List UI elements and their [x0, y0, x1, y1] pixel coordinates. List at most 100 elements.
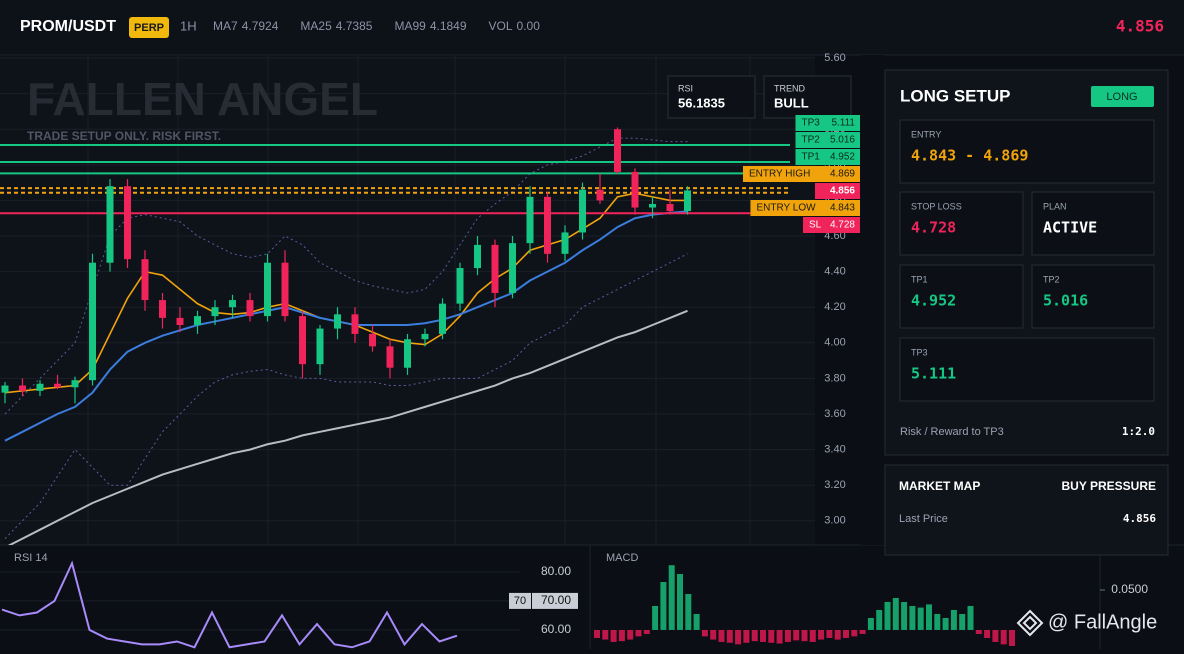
risk-label: Risk / Reward to TP3 [900, 426, 1004, 438]
panel-title: LONG SETUP [900, 86, 1011, 105]
candle-body [526, 196, 534, 244]
badge [1091, 86, 1154, 107]
macd-bar [618, 629, 625, 642]
candle-body [649, 203, 656, 208]
macd-bar [643, 629, 650, 634]
macd-bar [710, 629, 717, 640]
level-value: 5.016 [830, 135, 855, 146]
rsi-title: RSI 14 [14, 552, 48, 564]
candle-body [439, 303, 446, 334]
indicator-label: VOL [489, 19, 513, 33]
card-value: ACTIVE [1043, 219, 1097, 237]
macd-bar [726, 629, 733, 643]
card-value: 5.016 [1043, 292, 1088, 310]
y-tick-label: 3.80 [824, 372, 845, 384]
y-tick-label: 3.00 [824, 515, 845, 527]
macd-bar [892, 597, 899, 630]
vertical-grid [87, 56, 751, 545]
level-tag [795, 149, 860, 165]
level-tag [815, 183, 860, 199]
caption: TRADE SETUP ONLY. RISK FIRST. [27, 129, 221, 143]
card-label: TP2 [1043, 274, 1060, 284]
macd-bar [834, 629, 841, 640]
candle-body [264, 262, 271, 317]
setup-card [899, 119, 1155, 184]
setup-card [899, 264, 1024, 329]
indicator-label: MA25 [300, 19, 332, 33]
macd-bar [818, 629, 825, 640]
badge [129, 17, 169, 38]
candle-body [421, 333, 429, 340]
candle-body [176, 317, 184, 326]
candle-body [246, 300, 254, 317]
candle-body [54, 383, 61, 388]
level-tag [750, 200, 860, 216]
macd-bar [1009, 629, 1015, 646]
indicator-value: 4.1849 [430, 19, 467, 33]
macd-bar [635, 629, 642, 637]
level-name: TP2 [802, 135, 821, 146]
level-tag [795, 115, 860, 131]
level-value: 4.952 [830, 152, 855, 163]
candle-body [561, 232, 569, 254]
macd-bar [743, 629, 750, 643]
candle-body [36, 383, 44, 391]
y-tick-label: 4.00 [824, 337, 845, 349]
macd-bar [926, 604, 932, 630]
candle-body [369, 333, 376, 347]
badge-text: LONG [1106, 91, 1137, 103]
candle-body [684, 190, 691, 212]
logo-icon [1016, 609, 1044, 637]
macd-bar [701, 629, 708, 637]
setup-card [899, 191, 1024, 256]
y-tick-label: 4.20 [824, 301, 845, 313]
macd-bar [876, 609, 883, 630]
macd-bar [652, 605, 659, 630]
macd-bar [660, 581, 667, 630]
candle-body [509, 243, 516, 293]
macd-bar [992, 629, 999, 642]
y-tick-label: 3.60 [824, 408, 845, 420]
macd-bar [909, 605, 916, 630]
candle-body [474, 244, 481, 269]
macd-bar [851, 629, 858, 637]
level-name: TP3 [802, 118, 821, 129]
candle-body [666, 203, 674, 212]
level-value: 4.843 [830, 203, 855, 214]
candle-body [159, 300, 166, 318]
macd-bar [859, 629, 866, 634]
macd-bar [984, 629, 991, 638]
y-tick-label: 3.40 [824, 444, 845, 456]
candle-body [579, 189, 586, 233]
macd-bar [950, 609, 957, 630]
card-value: 4.728 [911, 219, 956, 237]
macd-bar [843, 629, 849, 638]
indicator-value: 4.7924 [242, 19, 279, 33]
indicator-line [7, 309, 688, 545]
card-value: 5.111 [911, 365, 956, 383]
macd-bar [693, 613, 700, 630]
risk-value: 1:2.0 [1122, 425, 1155, 438]
macd-bar [718, 629, 725, 642]
level-name: TP1 [802, 152, 821, 163]
watermark-logo [1016, 609, 1044, 637]
level-name: ENTRY LOW [757, 203, 817, 214]
y-tick-label: 4.40 [824, 266, 845, 278]
macd-plot [594, 565, 1015, 646]
badge-text: PERP [134, 22, 164, 34]
level-name: SL [809, 220, 822, 231]
setup-card [1031, 264, 1155, 329]
indicator-label: MA7 [213, 19, 238, 33]
stat-label: TREND [774, 83, 805, 93]
candle-body [614, 129, 621, 172]
macd-bar [1000, 629, 1007, 645]
header-bar [0, 0, 1184, 55]
stat-label: RSI [678, 83, 693, 93]
indicator-line [4, 210, 688, 442]
macd-bar [801, 629, 808, 642]
level-name: ENTRY HIGH [749, 169, 810, 180]
candle-body [106, 186, 114, 263]
card-value: 4.843 - 4.869 [911, 147, 1028, 165]
setup-card [899, 337, 1155, 402]
